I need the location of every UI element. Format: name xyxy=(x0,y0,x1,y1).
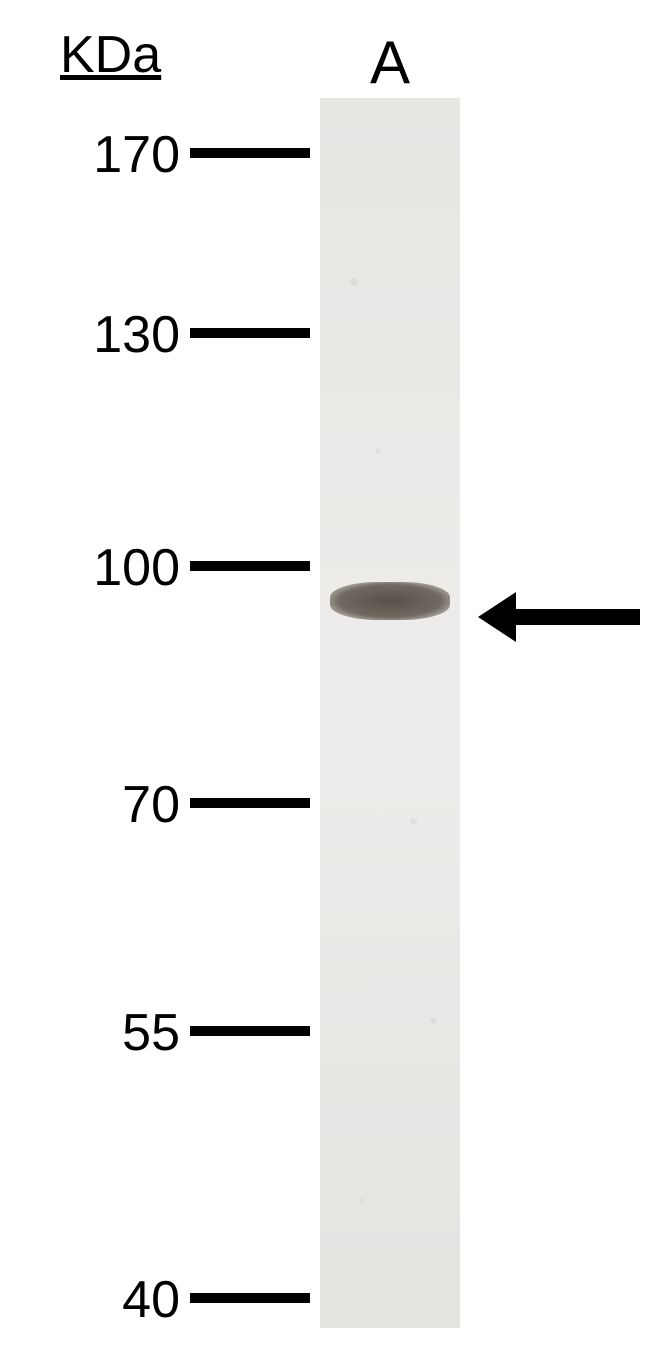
marker-tick-70 xyxy=(190,798,310,808)
arrow-shaft xyxy=(516,609,640,625)
marker-tick-130 xyxy=(190,328,310,338)
noise-spot xyxy=(360,1198,365,1203)
noise-spot xyxy=(410,818,417,825)
marker-label-130: 130 xyxy=(93,305,180,365)
marker-tick-100 xyxy=(190,561,310,571)
lane-background xyxy=(320,98,460,1328)
axis-label: KDa xyxy=(60,25,161,85)
blot-container: KDa A 170 130 100 70 55 40 xyxy=(0,0,650,1358)
noise-spot xyxy=(430,1018,436,1024)
protein-band xyxy=(330,582,450,620)
marker-label-55: 55 xyxy=(122,1003,180,1063)
noise-spot xyxy=(350,278,358,286)
marker-tick-55 xyxy=(190,1026,310,1036)
marker-label-70: 70 xyxy=(122,775,180,835)
lane-label-a: A xyxy=(370,28,410,97)
marker-label-170: 170 xyxy=(93,125,180,185)
marker-tick-40 xyxy=(190,1293,310,1303)
noise-spot xyxy=(375,448,381,454)
marker-label-100: 100 xyxy=(93,538,180,598)
arrow-head xyxy=(478,592,516,642)
band-indicator-arrow xyxy=(478,592,640,642)
marker-label-40: 40 xyxy=(122,1270,180,1330)
marker-tick-170 xyxy=(190,148,310,158)
gel-lane xyxy=(320,98,460,1328)
